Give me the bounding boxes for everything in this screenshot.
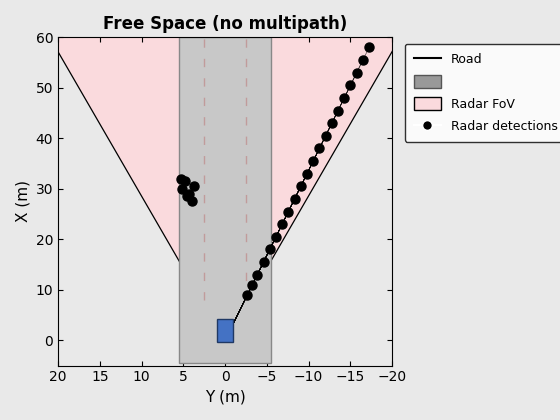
- Line: Radar detections: Radar detections: [243, 43, 374, 299]
- Radar detections: [249, 282, 256, 287]
- Y-axis label: X (m): X (m): [15, 181, 30, 223]
- Radar detections: [267, 247, 273, 252]
- Radar detections: [254, 272, 260, 277]
- Polygon shape: [50, 37, 400, 340]
- Radar detections: [360, 58, 366, 63]
- Radar detections: [304, 171, 310, 176]
- X-axis label: Y (m): Y (m): [204, 390, 245, 405]
- Title: Free Space (no multipath): Free Space (no multipath): [103, 15, 347, 33]
- Radar detections: [347, 83, 354, 88]
- Radar detections: [260, 260, 267, 265]
- Radar detections: [335, 108, 342, 113]
- Radar detections: [316, 146, 323, 151]
- Bar: [179, 37, 271, 363]
- Radar detections: [310, 158, 316, 163]
- Radar detections: [297, 184, 304, 189]
- Legend: Road, , Radar FoV, Radar detections: Road, , Radar FoV, Radar detections: [405, 44, 560, 142]
- Radar detections: [279, 222, 286, 227]
- Radar detections: [353, 70, 360, 75]
- Radar detections: [329, 121, 335, 126]
- Radar detections: [341, 95, 348, 100]
- Bar: [217, 319, 234, 341]
- Radar detections: [291, 197, 298, 202]
- Radar detections: [366, 45, 372, 50]
- Radar detections: [322, 133, 329, 138]
- Radar detections: [273, 234, 279, 239]
- Radar detections: [244, 292, 251, 297]
- Radar detections: [285, 209, 292, 214]
